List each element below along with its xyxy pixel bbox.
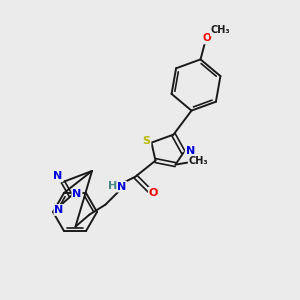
Text: N: N — [72, 189, 82, 199]
Text: N: N — [54, 205, 64, 215]
Text: CH₃: CH₃ — [211, 26, 230, 35]
Text: O: O — [202, 33, 211, 43]
Text: CH₃: CH₃ — [189, 156, 208, 166]
Text: N: N — [186, 146, 195, 156]
Text: S: S — [142, 136, 151, 146]
Text: N: N — [117, 182, 126, 192]
Text: H: H — [108, 181, 117, 190]
Text: N: N — [53, 171, 63, 181]
Text: O: O — [149, 188, 158, 198]
